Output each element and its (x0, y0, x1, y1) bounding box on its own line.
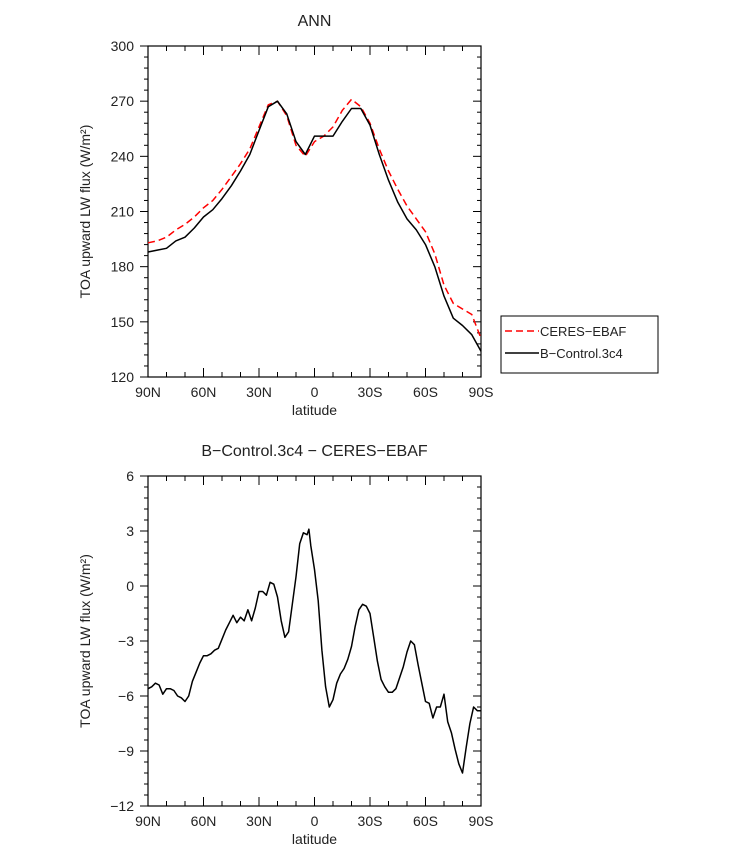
y-tick-label: 300 (111, 38, 135, 54)
y-tick-label: −9 (118, 743, 134, 759)
legend-box (500, 315, 659, 374)
x-tick-label: 90S (469, 813, 494, 829)
series-line-b-control-3c4 (147, 100, 482, 352)
y-tick-label: −3 (118, 633, 134, 649)
chart-title: B−Control.3c4 − CERES−EBAF (201, 443, 428, 460)
y-tick-label: −12 (110, 798, 134, 814)
x-axis-label: latitude (292, 831, 337, 847)
y-tick-label: 0 (126, 578, 134, 594)
x-tick-label: 30N (246, 384, 272, 400)
chart-1 (140, 45, 659, 378)
y-tick-label: 210 (111, 204, 135, 220)
y-tick-label: 120 (111, 369, 135, 385)
x-tick-label: 30S (358, 813, 383, 829)
x-tick-label: 90N (135, 813, 161, 829)
y-axis-label: TOA upward LW flux (W/m²) (77, 125, 93, 299)
y-tick-label: 3 (126, 523, 134, 539)
x-tick-label: 90S (469, 384, 494, 400)
y-tick-label: −6 (118, 688, 134, 704)
series-line-ceres-ebaf (147, 98, 482, 339)
y-axis-label: TOA upward LW flux (W/m²) (77, 554, 93, 728)
x-axis-label: latitude (292, 402, 337, 418)
y-tick-label: 150 (111, 314, 135, 330)
x-tick-label: 60S (413, 384, 438, 400)
x-tick-label: 60N (191, 384, 217, 400)
plot-frame (147, 475, 482, 807)
x-tick-label: 0 (311, 813, 319, 829)
x-tick-label: 0 (311, 384, 319, 400)
x-tick-label: 90N (135, 384, 161, 400)
x-tick-label: 60S (413, 813, 438, 829)
legend-label: CERES−EBAF (540, 324, 626, 339)
y-tick-label: 6 (126, 468, 134, 484)
x-tick-label: 30S (358, 384, 383, 400)
x-tick-label: 60N (191, 813, 217, 829)
chart-title: ANN (298, 13, 332, 30)
y-tick-label: 240 (111, 148, 135, 164)
chart-2 (140, 475, 482, 807)
series-line-difference (147, 528, 481, 774)
x-tick-label: 30N (246, 813, 272, 829)
plot-frame (147, 45, 482, 378)
y-tick-label: 270 (111, 93, 135, 109)
legend-label: B−Control.3c4 (540, 346, 623, 361)
y-tick-label: 180 (111, 259, 135, 275)
